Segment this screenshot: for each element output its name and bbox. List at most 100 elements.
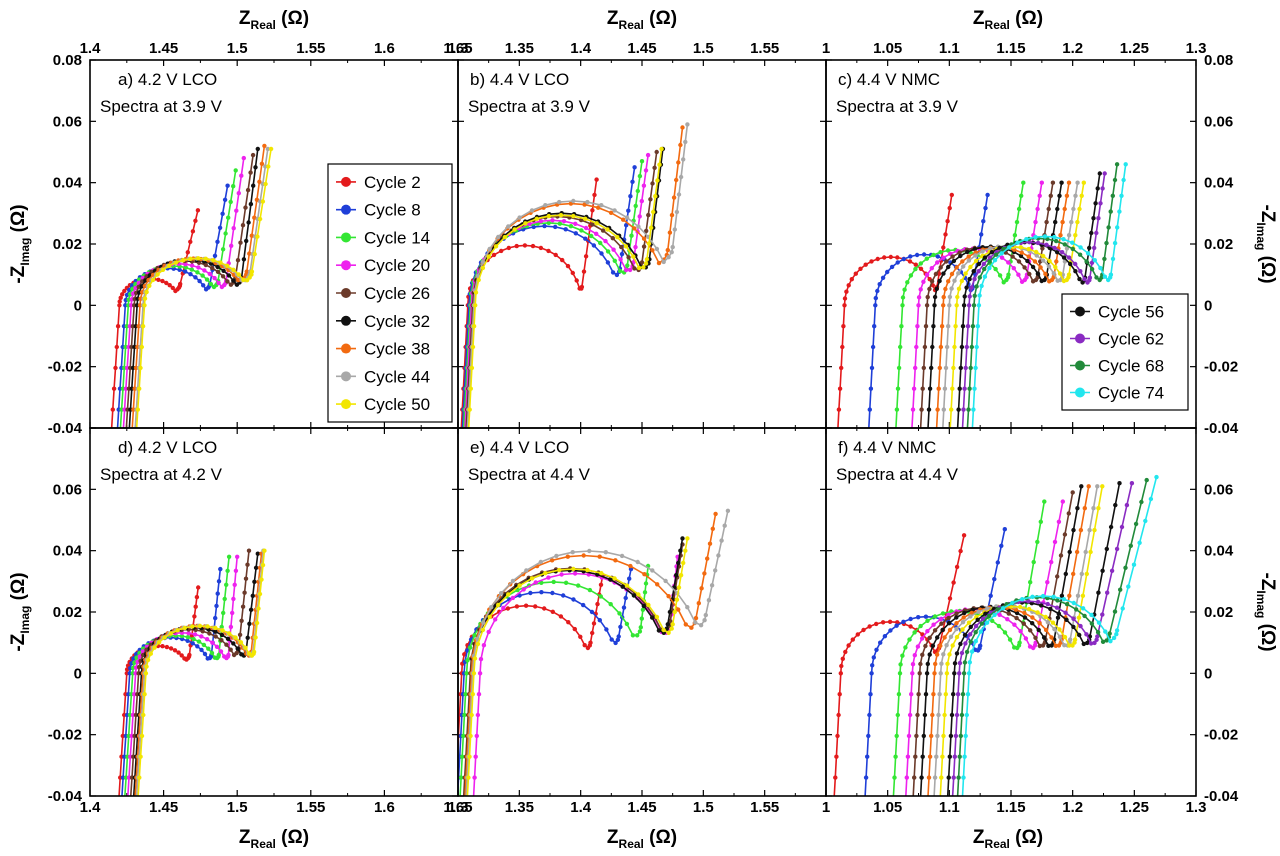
data-point xyxy=(618,624,623,630)
data-point xyxy=(1035,271,1041,276)
data-point xyxy=(1073,261,1078,267)
data-point xyxy=(693,615,699,621)
data-point xyxy=(1095,186,1100,191)
data-point xyxy=(1025,258,1030,264)
data-point xyxy=(223,231,228,236)
data-point xyxy=(179,633,185,639)
data-point xyxy=(156,277,161,282)
data-point xyxy=(932,796,936,800)
data-point xyxy=(855,632,860,637)
data-point xyxy=(1052,234,1057,240)
data-point xyxy=(610,236,615,241)
data-point xyxy=(681,157,686,162)
data-point xyxy=(573,221,578,226)
data-point xyxy=(973,639,978,644)
data-point xyxy=(591,243,597,248)
y-tick-label: 0.06 xyxy=(1204,481,1233,498)
data-point xyxy=(956,271,961,276)
data-point xyxy=(1015,240,1020,245)
data-point xyxy=(973,630,978,635)
data-point xyxy=(992,612,997,618)
data-point xyxy=(842,296,848,301)
data-point xyxy=(907,637,912,642)
data-point xyxy=(585,567,590,573)
data-point xyxy=(927,286,932,292)
data-point xyxy=(1094,637,1099,642)
data-point xyxy=(947,596,953,601)
data-point xyxy=(1119,193,1124,198)
data-point xyxy=(976,303,982,308)
data-point xyxy=(189,263,195,268)
data-point xyxy=(635,559,640,565)
series-e-cycle-14 xyxy=(458,563,651,796)
data-point xyxy=(466,428,470,432)
x-tick-label: 1.45 xyxy=(627,799,656,816)
data-point xyxy=(1042,499,1047,504)
data-point xyxy=(946,264,951,270)
data-point xyxy=(1026,246,1031,252)
data-point xyxy=(895,255,900,260)
legend-label: Cycle 50 xyxy=(364,395,430,414)
data-point xyxy=(938,344,944,350)
data-point xyxy=(212,275,217,281)
data-point xyxy=(924,671,930,676)
data-point xyxy=(641,244,647,249)
data-point xyxy=(935,260,940,265)
data-point xyxy=(832,796,836,800)
data-point xyxy=(1087,527,1092,533)
data-point xyxy=(1070,240,1075,245)
data-point xyxy=(957,250,962,255)
data-point xyxy=(635,188,640,194)
data-point xyxy=(493,617,498,622)
x-tick-label: 1.2 xyxy=(1062,799,1083,816)
data-point xyxy=(578,634,583,639)
data-point xyxy=(590,630,595,636)
data-point xyxy=(837,692,842,697)
series-c-cycle-44 xyxy=(941,180,1080,428)
panel-c: c) 4.4 V NMC Spectra at 3.9 V xyxy=(825,59,1197,429)
data-point xyxy=(1084,632,1089,637)
y-tick-label: -0.02 xyxy=(1204,727,1238,744)
data-point xyxy=(585,199,590,205)
data-point xyxy=(461,733,466,739)
data-point xyxy=(1056,519,1062,524)
data-point xyxy=(160,278,165,284)
data-point xyxy=(523,221,528,226)
data-point xyxy=(978,629,983,634)
data-point xyxy=(1077,252,1083,257)
data-point xyxy=(957,754,962,759)
x-tick-label: 1.3 xyxy=(1186,40,1207,57)
data-point xyxy=(196,265,201,270)
data-point xyxy=(471,324,477,329)
data-point xyxy=(1033,219,1038,225)
data-point xyxy=(480,627,486,633)
data-point xyxy=(1083,549,1088,555)
data-point xyxy=(1108,639,1113,644)
x-tick-label: 1.45 xyxy=(149,40,178,57)
data-point xyxy=(951,258,957,264)
data-point xyxy=(499,248,504,254)
series-line xyxy=(122,157,245,428)
data-point xyxy=(600,228,606,233)
data-point xyxy=(837,386,843,391)
data-point xyxy=(949,271,955,277)
y-tick-label: 0.06 xyxy=(1204,113,1233,130)
data-point xyxy=(833,775,838,780)
data-point xyxy=(1013,607,1019,612)
panel-label-title: f) 4.4 V NMC xyxy=(838,438,936,457)
data-point xyxy=(615,637,621,642)
data-point xyxy=(1102,256,1107,262)
data-point xyxy=(465,648,470,653)
data-point xyxy=(1030,594,1035,599)
data-point xyxy=(650,615,655,620)
data-point xyxy=(1020,597,1025,602)
data-point xyxy=(908,616,913,622)
data-point xyxy=(979,232,984,237)
data-point xyxy=(936,386,941,391)
data-point xyxy=(953,733,959,739)
data-point xyxy=(1016,206,1022,212)
data-point xyxy=(232,582,237,587)
data-point xyxy=(1060,219,1065,225)
data-point xyxy=(1112,609,1118,614)
